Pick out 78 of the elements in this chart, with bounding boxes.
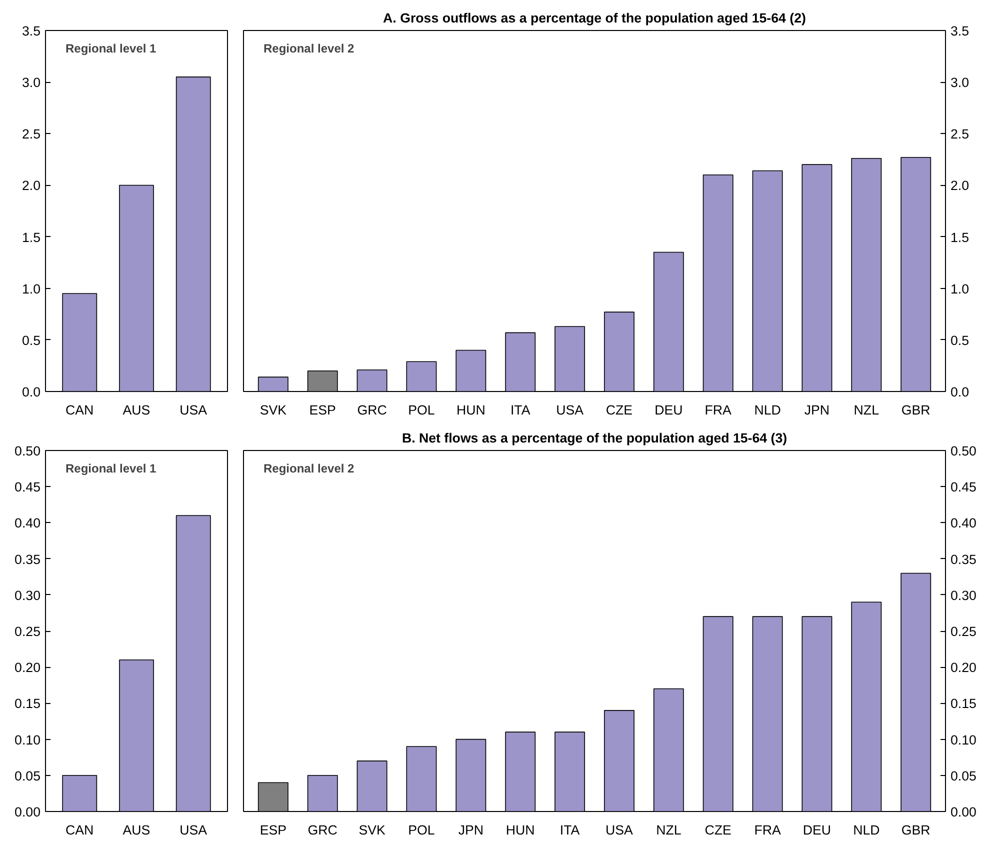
x-tick-label: ESP xyxy=(309,402,336,418)
y2-tick-label: 0.05 xyxy=(950,768,976,784)
x-tick-label: AUS xyxy=(122,822,150,838)
chart-title: B. Net flows as a percentage of the population aged 15-64 (3) xyxy=(402,430,788,446)
x-tick-label: ITA xyxy=(510,402,530,418)
y-tick-label: 0.5 xyxy=(22,332,41,348)
y-tick-label: 0.45 xyxy=(14,480,41,495)
x-tick-label: JPN xyxy=(458,822,484,838)
x-tick-label: CZE xyxy=(606,402,633,418)
x-tick-label: GRC xyxy=(357,402,388,418)
x-tick-label: HUN xyxy=(456,402,486,418)
x-tick-label: USA xyxy=(180,402,208,418)
x-tick-label: USA xyxy=(556,402,584,418)
y2-tick-label: 0.0 xyxy=(950,384,970,400)
annotation: Regional level 2 xyxy=(264,42,355,56)
x-tick-label: SVK xyxy=(260,402,287,418)
x-tick-label: GBR xyxy=(901,822,930,838)
y2-tick-label: 0.20 xyxy=(950,660,976,676)
y-tick-label: 0.20 xyxy=(14,660,41,676)
annotation: Regional level 2 xyxy=(264,462,355,476)
y-tick-label: 0.25 xyxy=(14,624,41,639)
x-tick-label: GRC xyxy=(308,822,338,838)
x-tick-label: CAN xyxy=(66,402,94,418)
x-tick-label: ESP xyxy=(260,822,287,838)
x-tick-label: USA xyxy=(606,822,634,838)
x-tick-label: FRA xyxy=(754,822,781,838)
x-tick-label: NZL xyxy=(854,402,879,418)
y-tick-label: 0.35 xyxy=(14,552,41,567)
y2-tick-label: 0.30 xyxy=(950,588,976,603)
x-tick-label: JPN xyxy=(804,402,830,418)
y-tick-label: 0.00 xyxy=(14,804,41,820)
annotation: Regional level 1 xyxy=(66,462,157,476)
y2-tick-label: 3.0 xyxy=(950,75,970,90)
y-tick-label: 0.0 xyxy=(22,384,41,400)
x-tick-label: AUS xyxy=(122,402,150,418)
y2-tick-label: 0.40 xyxy=(950,516,976,531)
y-tick-label: 2.5 xyxy=(22,126,41,142)
chart-title: A. Gross outflows as a percentage of the population aged 15-64 (2) xyxy=(383,10,806,26)
y-tick-label: 0.10 xyxy=(14,732,41,748)
y2-tick-label: 1.5 xyxy=(950,230,970,245)
y-tick-label: 0.05 xyxy=(14,768,41,784)
y-tick-label: 1.0 xyxy=(22,281,41,296)
y-tick-label: 0.50 xyxy=(14,444,41,458)
y-tick-label: 0.30 xyxy=(14,588,41,603)
x-tick-label: POL xyxy=(408,822,435,838)
x-tick-label: USA xyxy=(180,822,208,838)
x-tick-label: DEU xyxy=(654,402,683,418)
y2-tick-label: 1.0 xyxy=(950,281,970,296)
x-tick-label: GBR xyxy=(901,402,930,418)
x-tick-label: SVK xyxy=(358,822,386,838)
y2-tick-label: 3.5 xyxy=(950,24,970,38)
x-tick-label: FRA xyxy=(704,402,732,418)
x-tick-label: CZE xyxy=(704,822,732,838)
x-tick-label: HUN xyxy=(506,822,535,838)
y2-tick-label: 0.5 xyxy=(950,332,970,348)
x-tick-label: DEU xyxy=(802,822,832,838)
x-tick-label: CAN xyxy=(66,822,94,838)
y2-tick-label: 2.0 xyxy=(950,178,970,194)
y2-tick-label: 0.35 xyxy=(950,552,976,567)
y2-tick-label: 2.5 xyxy=(950,126,970,142)
y2-tick-label: 0.25 xyxy=(950,624,976,639)
y2-tick-label: 0.00 xyxy=(950,804,976,820)
y-tick-label: 0.40 xyxy=(14,516,41,531)
x-tick-label: NLD xyxy=(754,402,781,418)
annotation: Regional level 1 xyxy=(66,42,157,56)
y2-tick-label: 0.45 xyxy=(950,480,976,495)
x-tick-label: POL xyxy=(408,402,435,418)
y2-tick-label: 0.10 xyxy=(950,732,976,748)
x-tick-label: NLD xyxy=(853,822,880,838)
y-tick-label: 3.5 xyxy=(22,24,41,38)
x-tick-label: NZL xyxy=(656,822,682,838)
y-tick-label: 0.15 xyxy=(14,696,41,712)
y2-tick-label: 0.50 xyxy=(950,444,976,458)
y-tick-label: 3.0 xyxy=(22,75,41,90)
y2-tick-label: 0.15 xyxy=(950,696,976,712)
y-tick-label: 2.0 xyxy=(22,178,41,194)
y-tick-label: 1.5 xyxy=(22,230,41,245)
x-tick-label: ITA xyxy=(560,822,580,838)
